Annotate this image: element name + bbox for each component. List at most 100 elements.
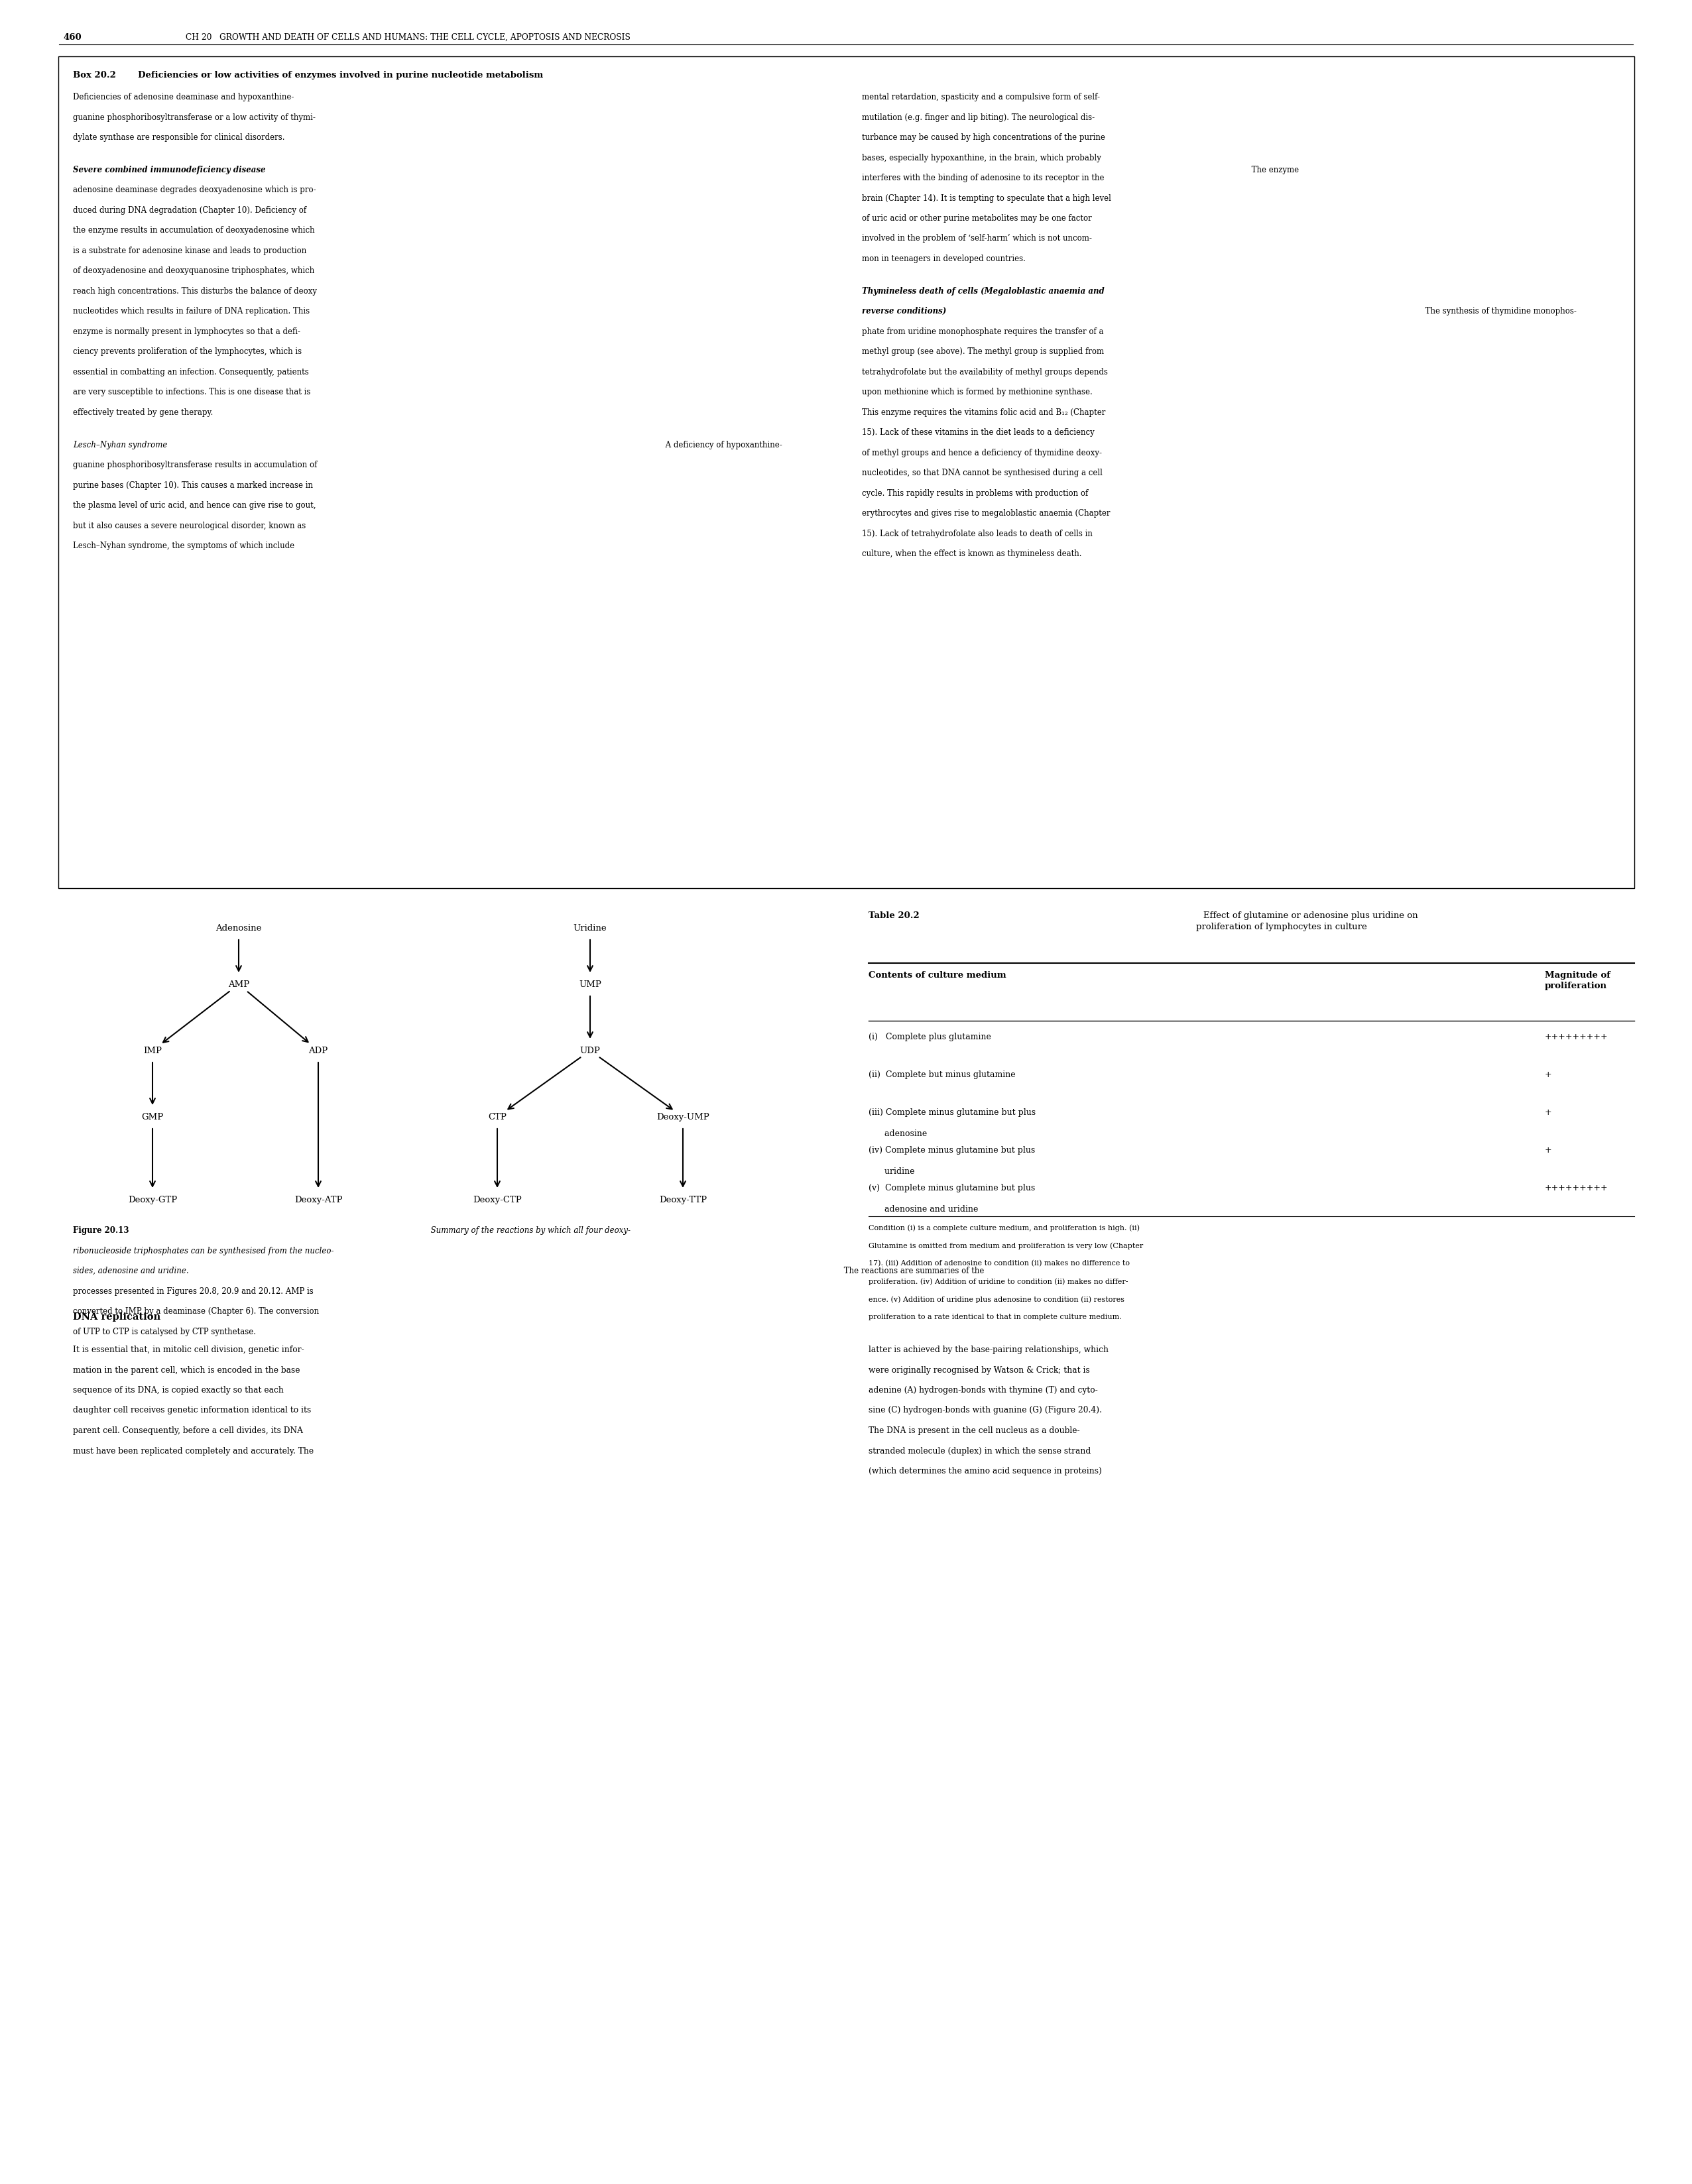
- Text: Effect of glutamine or adenosine plus uridine on
proliferation of lymphocytes in: Effect of glutamine or adenosine plus ur…: [1196, 911, 1418, 930]
- Text: 17). (iii) Addition of adenosine to condition (ii) makes no difference to: 17). (iii) Addition of adenosine to cond…: [868, 1260, 1130, 1267]
- Text: parent cell. Consequently, before a cell divides, its DNA: parent cell. Consequently, before a cell…: [73, 1426, 303, 1435]
- Text: dylate synthase are responsible for clinical disorders.: dylate synthase are responsible for clin…: [73, 133, 284, 142]
- Text: It is essential that, in mitolic cell division, genetic infor-: It is essential that, in mitolic cell di…: [73, 1345, 305, 1354]
- Text: sides, adenosine and uridine.: sides, adenosine and uridine.: [73, 1267, 190, 1275]
- Text: Magnitude of
proliferation: Magnitude of proliferation: [1545, 972, 1611, 989]
- Text: adenosine and uridine: adenosine and uridine: [868, 1206, 978, 1214]
- Text: mental retardation, spasticity and a compulsive form of self-: mental retardation, spasticity and a com…: [861, 92, 1100, 100]
- Text: ciency prevents proliferation of the lymphocytes, which is: ciency prevents proliferation of the lym…: [73, 347, 301, 356]
- Text: Contents of culture medium: Contents of culture medium: [868, 972, 1007, 981]
- Text: cycle. This rapidly results in problems with production of: cycle. This rapidly results in problems …: [861, 489, 1088, 498]
- Text: of methyl groups and hence a deficiency of thymidine deoxy-: of methyl groups and hence a deficiency …: [861, 448, 1101, 456]
- Text: 15). Lack of tetrahydrofolate also leads to death of cells in: 15). Lack of tetrahydrofolate also leads…: [861, 529, 1093, 537]
- Text: proliferation. (iv) Addition of uridine to condition (ii) makes no differ-: proliferation. (iv) Addition of uridine …: [868, 1278, 1129, 1284]
- Text: tetrahydrofolate but the availability of methyl groups depends: tetrahydrofolate but the availability of…: [861, 367, 1108, 376]
- Text: DNA replication: DNA replication: [73, 1313, 161, 1321]
- Text: (ii)  Complete but minus glutamine: (ii) Complete but minus glutamine: [868, 1070, 1015, 1079]
- Text: IMP: IMP: [144, 1046, 162, 1055]
- Text: of uric acid or other purine metabolites may be one factor: of uric acid or other purine metabolites…: [861, 214, 1091, 223]
- Text: Summary of the reactions by which all four deoxy-: Summary of the reactions by which all fo…: [425, 1225, 631, 1234]
- Text: adenine (A) hydrogen-bonds with thymine (T) and cyto-: adenine (A) hydrogen-bonds with thymine …: [868, 1387, 1098, 1396]
- Text: mation in the parent cell, which is encoded in the base: mation in the parent cell, which is enco…: [73, 1365, 299, 1374]
- Text: Deficiencies of adenosine deaminase and hypoxanthine-: Deficiencies of adenosine deaminase and …: [73, 92, 294, 100]
- Text: essential in combatting an infection. Consequently, patients: essential in combatting an infection. Co…: [73, 367, 310, 376]
- Text: nucleotides, so that DNA cannot be synthesised during a cell: nucleotides, so that DNA cannot be synth…: [861, 470, 1103, 478]
- Text: are very susceptible to infections. This is one disease that is: are very susceptible to infections. This…: [73, 389, 311, 397]
- Text: interferes with the binding of adenosine to its receptor in the: interferes with the binding of adenosine…: [861, 175, 1105, 181]
- Text: (i)   Complete plus glutamine: (i) Complete plus glutamine: [868, 1033, 992, 1042]
- Text: nucleotides which results in failure of DNA replication. This: nucleotides which results in failure of …: [73, 308, 310, 317]
- Text: processes presented in Figures 20.8, 20.9 and 20.12. AMP is: processes presented in Figures 20.8, 20.…: [73, 1286, 313, 1295]
- Text: were originally recognised by Watson & Crick; that is: were originally recognised by Watson & C…: [868, 1365, 1090, 1374]
- Text: The DNA is present in the cell nucleus as a double-: The DNA is present in the cell nucleus a…: [868, 1426, 1079, 1435]
- Text: daughter cell receives genetic information identical to its: daughter cell receives genetic informati…: [73, 1406, 311, 1415]
- Text: +: +: [1545, 1147, 1552, 1155]
- Text: Deoxy-UMP: Deoxy-UMP: [656, 1112, 709, 1120]
- Text: brain (Chapter 14). It is tempting to speculate that a high level: brain (Chapter 14). It is tempting to sp…: [861, 194, 1112, 203]
- Text: CH 20   GROWTH AND DEATH OF CELLS AND HUMANS: THE CELL CYCLE, APOPTOSIS AND NECR: CH 20 GROWTH AND DEATH OF CELLS AND HUMA…: [186, 33, 631, 41]
- Text: UMP: UMP: [579, 981, 601, 989]
- Text: of UTP to CTP is catalysed by CTP synthetase.: of UTP to CTP is catalysed by CTP synthe…: [73, 1328, 255, 1337]
- Text: of deoxyadenosine and deoxyquanosine triphosphates, which: of deoxyadenosine and deoxyquanosine tri…: [73, 266, 315, 275]
- Text: culture, when the effect is known as thymineless death.: culture, when the effect is known as thy…: [861, 550, 1081, 559]
- Text: ribonucleoside triphosphates can be synthesised from the nucleo-: ribonucleoside triphosphates can be synt…: [73, 1247, 333, 1256]
- Text: reach high concentrations. This disturbs the balance of deoxy: reach high concentrations. This disturbs…: [73, 286, 316, 295]
- Text: Box 20.2: Box 20.2: [73, 70, 124, 79]
- Text: AMP: AMP: [228, 981, 249, 989]
- Text: The reactions are summaries of the: The reactions are summaries of the: [841, 1267, 983, 1275]
- Text: +: +: [1545, 1070, 1552, 1079]
- Text: uridine: uridine: [868, 1166, 915, 1175]
- Text: 15). Lack of these vitamins in the diet leads to a deficiency: 15). Lack of these vitamins in the diet …: [861, 428, 1095, 437]
- Text: phate from uridine monophosphate requires the transfer of a: phate from uridine monophosphate require…: [861, 328, 1103, 336]
- Text: adenosine: adenosine: [868, 1129, 927, 1138]
- Text: A deficiency of hypoxanthine-: A deficiency of hypoxanthine-: [658, 441, 782, 450]
- Text: is a substrate for adenosine kinase and leads to production: is a substrate for adenosine kinase and …: [73, 247, 306, 256]
- Text: GMP: GMP: [142, 1112, 164, 1120]
- Text: bases, especially hypoxanthine, in the brain, which probably: bases, especially hypoxanthine, in the b…: [861, 153, 1101, 162]
- Text: sequence of its DNA, is copied exactly so that each: sequence of its DNA, is copied exactly s…: [73, 1387, 284, 1396]
- Text: Uridine: Uridine: [574, 924, 607, 933]
- Text: converted to IMP by a deaminase (Chapter 6). The conversion: converted to IMP by a deaminase (Chapter…: [73, 1306, 320, 1315]
- Text: The synthesis of thymidine monophos-: The synthesis of thymidine monophos-: [1418, 308, 1577, 317]
- Text: must have been replicated completely and accurately. The: must have been replicated completely and…: [73, 1446, 313, 1455]
- Text: Glutamine is omitted from medium and proliferation is very low (Chapter: Glutamine is omitted from medium and pro…: [868, 1243, 1144, 1249]
- Text: (iii) Complete minus glutamine but plus: (iii) Complete minus glutamine but plus: [868, 1107, 1036, 1116]
- Text: UDP: UDP: [580, 1046, 601, 1055]
- Text: (v)  Complete minus glutamine but plus: (v) Complete minus glutamine but plus: [868, 1184, 1036, 1192]
- Text: but it also causes a severe neurological disorder, known as: but it also causes a severe neurological…: [73, 522, 306, 531]
- Text: methyl group (see above). The methyl group is supplied from: methyl group (see above). The methyl gro…: [861, 347, 1103, 356]
- Text: The enzyme: The enzyme: [1245, 166, 1299, 175]
- Text: Deoxy-CTP: Deoxy-CTP: [472, 1195, 521, 1203]
- Text: sine (C) hydrogen-bonds with guanine (G) (Figure 20.4).: sine (C) hydrogen-bonds with guanine (G)…: [868, 1406, 1101, 1415]
- Text: Adenosine: Adenosine: [215, 924, 262, 933]
- Text: +++++++++: +++++++++: [1545, 1033, 1607, 1042]
- Text: involved in the problem of ‘self-harm’ which is not uncom-: involved in the problem of ‘self-harm’ w…: [861, 234, 1091, 242]
- Text: proliferation to a rate identical to that in complete culture medium.: proliferation to a rate identical to tha…: [868, 1315, 1122, 1321]
- Text: purine bases (Chapter 10). This causes a marked increase in: purine bases (Chapter 10). This causes a…: [73, 480, 313, 489]
- Text: Lesch–Nyhan syndrome, the symptoms of which include: Lesch–Nyhan syndrome, the symptoms of wh…: [73, 542, 294, 550]
- Text: stranded molecule (duplex) in which the sense strand: stranded molecule (duplex) in which the …: [868, 1446, 1091, 1455]
- Text: guanine phosphoribosyltransferase or a low activity of thymi-: guanine phosphoribosyltransferase or a l…: [73, 114, 315, 122]
- Text: +++++++++: +++++++++: [1545, 1184, 1607, 1192]
- Text: CTP: CTP: [487, 1112, 506, 1120]
- Text: the enzyme results in accumulation of deoxyadenosine which: the enzyme results in accumulation of de…: [73, 227, 315, 236]
- Text: Deficiencies or low activities of enzymes involved in purine nucleotide metaboli: Deficiencies or low activities of enzyme…: [139, 70, 543, 79]
- Text: Figure 20.13: Figure 20.13: [73, 1225, 129, 1234]
- Text: (which determines the amino acid sequence in proteins): (which determines the amino acid sequenc…: [868, 1468, 1101, 1476]
- Text: Deoxy-GTP: Deoxy-GTP: [129, 1195, 178, 1203]
- Text: Severe combined immunodeficiency disease: Severe combined immunodeficiency disease: [73, 166, 266, 175]
- Text: upon methionine which is formed by methionine synthase.: upon methionine which is formed by methi…: [861, 389, 1093, 397]
- Bar: [58, 57, 1634, 889]
- Text: adenosine deaminase degrades deoxyadenosine which is pro-: adenosine deaminase degrades deoxyadenos…: [73, 186, 316, 194]
- Text: enzyme is normally present in lymphocytes so that a defi-: enzyme is normally present in lymphocyte…: [73, 328, 301, 336]
- Text: (iv) Complete minus glutamine but plus: (iv) Complete minus glutamine but plus: [868, 1147, 1036, 1155]
- Text: +: +: [1545, 1107, 1552, 1116]
- Text: mon in teenagers in developed countries.: mon in teenagers in developed countries.: [861, 256, 1025, 262]
- Text: 460: 460: [63, 33, 81, 41]
- Text: guanine phosphoribosyltransferase results in accumulation of: guanine phosphoribosyltransferase result…: [73, 461, 316, 470]
- Text: effectively treated by gene therapy.: effectively treated by gene therapy.: [73, 408, 213, 417]
- Text: Deoxy-ATP: Deoxy-ATP: [294, 1195, 342, 1203]
- Text: Lesch–Nyhan syndrome: Lesch–Nyhan syndrome: [73, 441, 168, 450]
- Text: This enzyme requires the vitamins folic acid and B₁₂ (Chapter: This enzyme requires the vitamins folic …: [861, 408, 1105, 417]
- Text: Deoxy-TTP: Deoxy-TTP: [658, 1195, 707, 1203]
